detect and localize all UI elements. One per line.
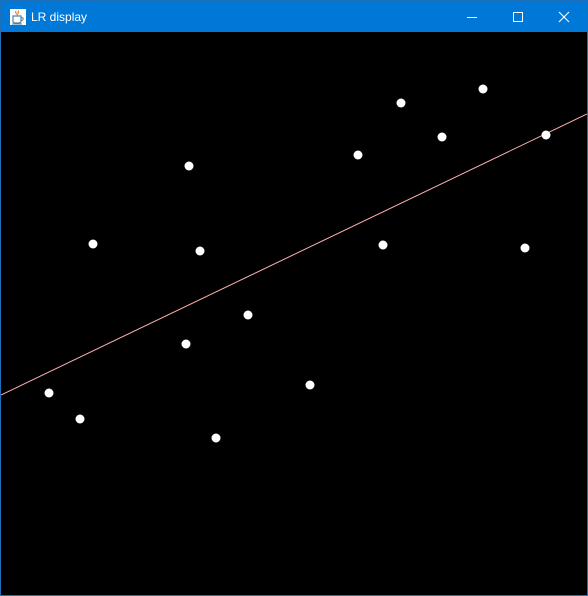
window-controls <box>449 1 587 32</box>
data-point-9 <box>305 380 315 390</box>
data-point-8 <box>243 310 253 320</box>
title-bar[interactable]: LR display <box>1 1 587 32</box>
data-point-2 <box>75 414 85 424</box>
data-point-5 <box>184 161 194 171</box>
minimize-icon <box>467 16 477 18</box>
data-point-4 <box>181 339 191 349</box>
close-icon <box>558 11 570 22</box>
data-point-16 <box>541 130 551 140</box>
data-point-1 <box>44 388 54 398</box>
scatter-plot <box>1 32 587 595</box>
data-point-11 <box>378 240 388 250</box>
data-point-10 <box>353 150 363 160</box>
maximize-icon <box>513 11 523 22</box>
data-point-13 <box>437 132 447 142</box>
data-point-15 <box>520 243 530 253</box>
data-point-6 <box>195 246 205 256</box>
plot-canvas[interactable] <box>1 32 587 595</box>
java-coffee-cup-icon[interactable] <box>10 9 26 25</box>
data-point-14 <box>478 84 488 94</box>
maximize-button[interactable] <box>495 1 541 32</box>
data-point-7 <box>211 433 221 443</box>
plot-background <box>1 32 587 595</box>
data-point-3 <box>88 239 98 249</box>
close-button[interactable] <box>541 1 587 32</box>
window-title: LR display <box>31 10 88 24</box>
data-point-12 <box>396 98 406 108</box>
regression-line <box>1 113 587 396</box>
minimize-button[interactable] <box>449 1 495 32</box>
